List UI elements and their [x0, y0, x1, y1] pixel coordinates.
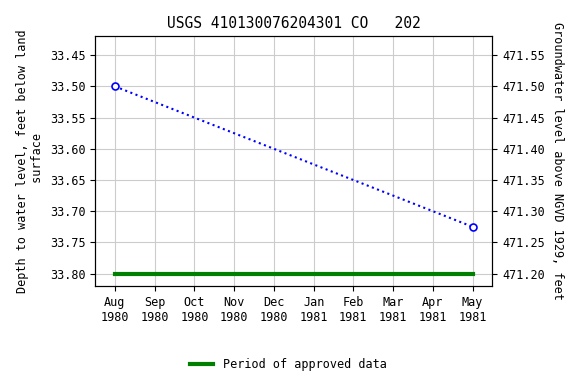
Title: USGS 410130076204301 CO   202: USGS 410130076204301 CO 202	[167, 16, 420, 31]
Y-axis label: Depth to water level, feet below land
 surface: Depth to water level, feet below land su…	[16, 30, 44, 293]
Legend: Period of approved data: Period of approved data	[185, 354, 391, 376]
Y-axis label: Groundwater level above NGVD 1929, feet: Groundwater level above NGVD 1929, feet	[551, 22, 563, 300]
